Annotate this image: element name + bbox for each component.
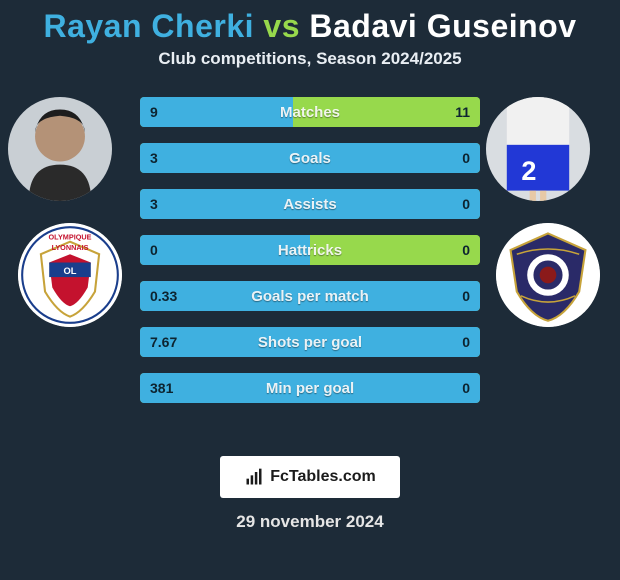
stat-row: 00Hattricks — [140, 235, 480, 265]
stat-fill-left — [140, 189, 480, 219]
date-text: 29 november 2024 — [0, 512, 620, 532]
stat-value-right: 11 — [445, 97, 480, 127]
stat-value-right: 0 — [452, 373, 480, 403]
stat-fill-left — [140, 143, 480, 173]
stat-value-left: 3 — [140, 143, 168, 173]
stat-row: 0.330Goals per match — [140, 281, 480, 311]
stat-value-left: 7.67 — [140, 327, 187, 357]
svg-text:OLYMPIQUE: OLYMPIQUE — [49, 233, 92, 242]
stat-value-right: 0 — [452, 189, 480, 219]
player2-avatar: 2 — [486, 97, 590, 201]
stat-fill-left — [140, 281, 480, 311]
stat-value-left: 0.33 — [140, 281, 187, 311]
stat-row: 3810Min per goal — [140, 373, 480, 403]
svg-text:2: 2 — [521, 156, 536, 186]
subtitle: Club competitions, Season 2024/2025 — [0, 49, 620, 69]
stat-value-left: 0 — [140, 235, 168, 265]
club1-crest: OL OLYMPIQUE LYONNAIS — [18, 223, 122, 327]
stat-fill-left — [140, 373, 480, 403]
player1-avatar — [8, 97, 112, 201]
stat-value-right: 0 — [452, 281, 480, 311]
page-title: Rayan Cherki vs Badavi Guseinov — [0, 0, 620, 49]
stat-value-right: 0 — [452, 143, 480, 173]
stat-value-left: 3 — [140, 189, 168, 219]
stat-fill-left — [140, 327, 480, 357]
stat-row: 30Assists — [140, 189, 480, 219]
chart-icon — [244, 467, 264, 487]
stat-value-left: 9 — [140, 97, 168, 127]
stat-bars: 911Matches30Goals30Assists00Hattricks0.3… — [140, 97, 480, 419]
stat-row: 30Goals — [140, 143, 480, 173]
title-player1: Rayan Cherki — [43, 8, 254, 44]
svg-text:OL: OL — [64, 266, 77, 276]
club2-crest — [496, 223, 600, 327]
stat-value-right: 0 — [452, 327, 480, 357]
svg-text:LYONNAIS: LYONNAIS — [52, 243, 89, 252]
brand-badge: FcTables.com — [220, 456, 400, 498]
stat-value-right: 0 — [452, 235, 480, 265]
brand-text: FcTables.com — [270, 468, 376, 486]
stat-row: 911Matches — [140, 97, 480, 127]
stat-value-left: 381 — [140, 373, 183, 403]
title-player2: Badavi Guseinov — [309, 8, 576, 44]
title-separator: vs — [263, 8, 300, 44]
stat-row: 7.670Shots per goal — [140, 327, 480, 357]
